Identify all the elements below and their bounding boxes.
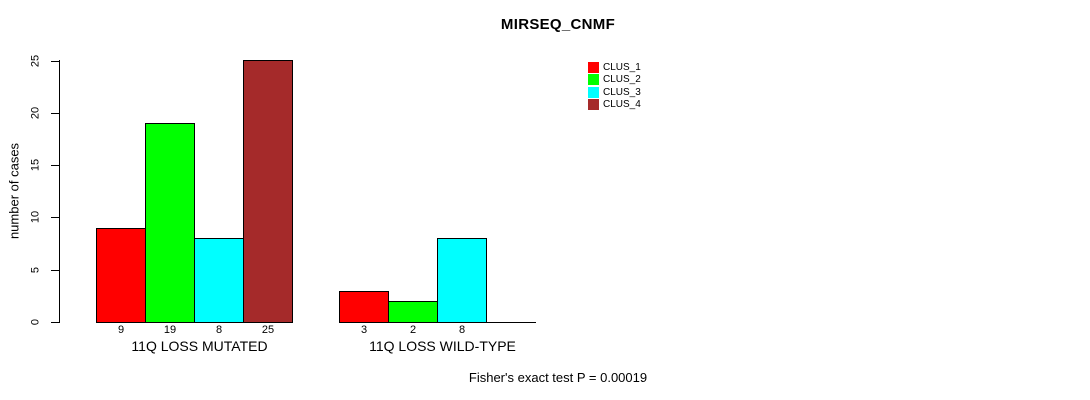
bar-value-label: 9 bbox=[117, 324, 125, 336]
bar-clus_2 bbox=[388, 301, 438, 323]
y-axis-tick-label: 10 bbox=[29, 210, 42, 224]
y-axis-tick-label: 0 bbox=[29, 318, 42, 326]
legend-swatch-clus_1 bbox=[588, 62, 599, 73]
x-axis-group-label: 11Q LOSS WILD-TYPE bbox=[369, 338, 516, 354]
legend-item: CLUS_4 bbox=[588, 99, 641, 110]
bar-clus_3 bbox=[194, 238, 244, 323]
legend-swatch-clus_2 bbox=[588, 74, 599, 85]
y-axis-tick-label: 25 bbox=[29, 54, 42, 68]
bar-value-label: 19 bbox=[163, 324, 177, 336]
legend-swatch-clus_3 bbox=[588, 87, 599, 98]
legend-item: CLUS_3 bbox=[588, 87, 641, 98]
legend-label: CLUS_1 bbox=[603, 62, 641, 73]
y-axis-tick bbox=[51, 113, 59, 114]
y-axis-tick bbox=[51, 61, 59, 62]
y-axis-tick-label: 20 bbox=[29, 106, 42, 120]
bar-clus_3 bbox=[437, 238, 487, 323]
y-axis-label: number of cases bbox=[6, 142, 22, 240]
chart-title: MIRSEQ_CNMF bbox=[500, 16, 616, 33]
legend-item: CLUS_1 bbox=[588, 62, 641, 73]
legend-swatch-clus_4 bbox=[588, 99, 599, 110]
y-axis-tick bbox=[51, 217, 59, 218]
bar-clus_4 bbox=[243, 60, 293, 323]
y-axis-tick-label: 15 bbox=[29, 158, 42, 172]
y-axis-line bbox=[59, 60, 60, 323]
y-axis-tick-label: 5 bbox=[29, 266, 42, 274]
x-axis-group-label: 11Q LOSS MUTATED bbox=[131, 338, 268, 354]
y-axis-tick bbox=[51, 165, 59, 166]
bar-clus_1 bbox=[339, 291, 389, 323]
legend-label: CLUS_3 bbox=[603, 87, 641, 98]
p-value-annotation: Fisher's exact test P = 0.00019 bbox=[468, 370, 648, 385]
bar-value-label: 8 bbox=[215, 324, 223, 336]
bar-value-label: 25 bbox=[261, 324, 275, 336]
bar-clus_2 bbox=[145, 123, 195, 323]
bar-value-label: 2 bbox=[409, 324, 417, 336]
bar-value-label: 3 bbox=[360, 324, 368, 336]
y-axis-tick bbox=[51, 322, 59, 323]
legend-label: CLUS_2 bbox=[603, 74, 641, 85]
bar-clus_1 bbox=[96, 228, 146, 323]
legend-item: CLUS_2 bbox=[588, 74, 641, 85]
legend-label: CLUS_4 bbox=[603, 99, 641, 110]
bar-value-label: 8 bbox=[458, 324, 466, 336]
y-axis-tick bbox=[51, 270, 59, 271]
